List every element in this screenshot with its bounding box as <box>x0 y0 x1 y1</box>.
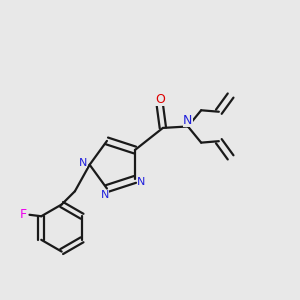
Text: N: N <box>183 114 193 127</box>
Text: N: N <box>137 177 146 187</box>
Text: F: F <box>20 208 27 221</box>
Text: O: O <box>155 93 165 106</box>
Text: N: N <box>79 158 87 168</box>
Text: N: N <box>100 190 109 200</box>
